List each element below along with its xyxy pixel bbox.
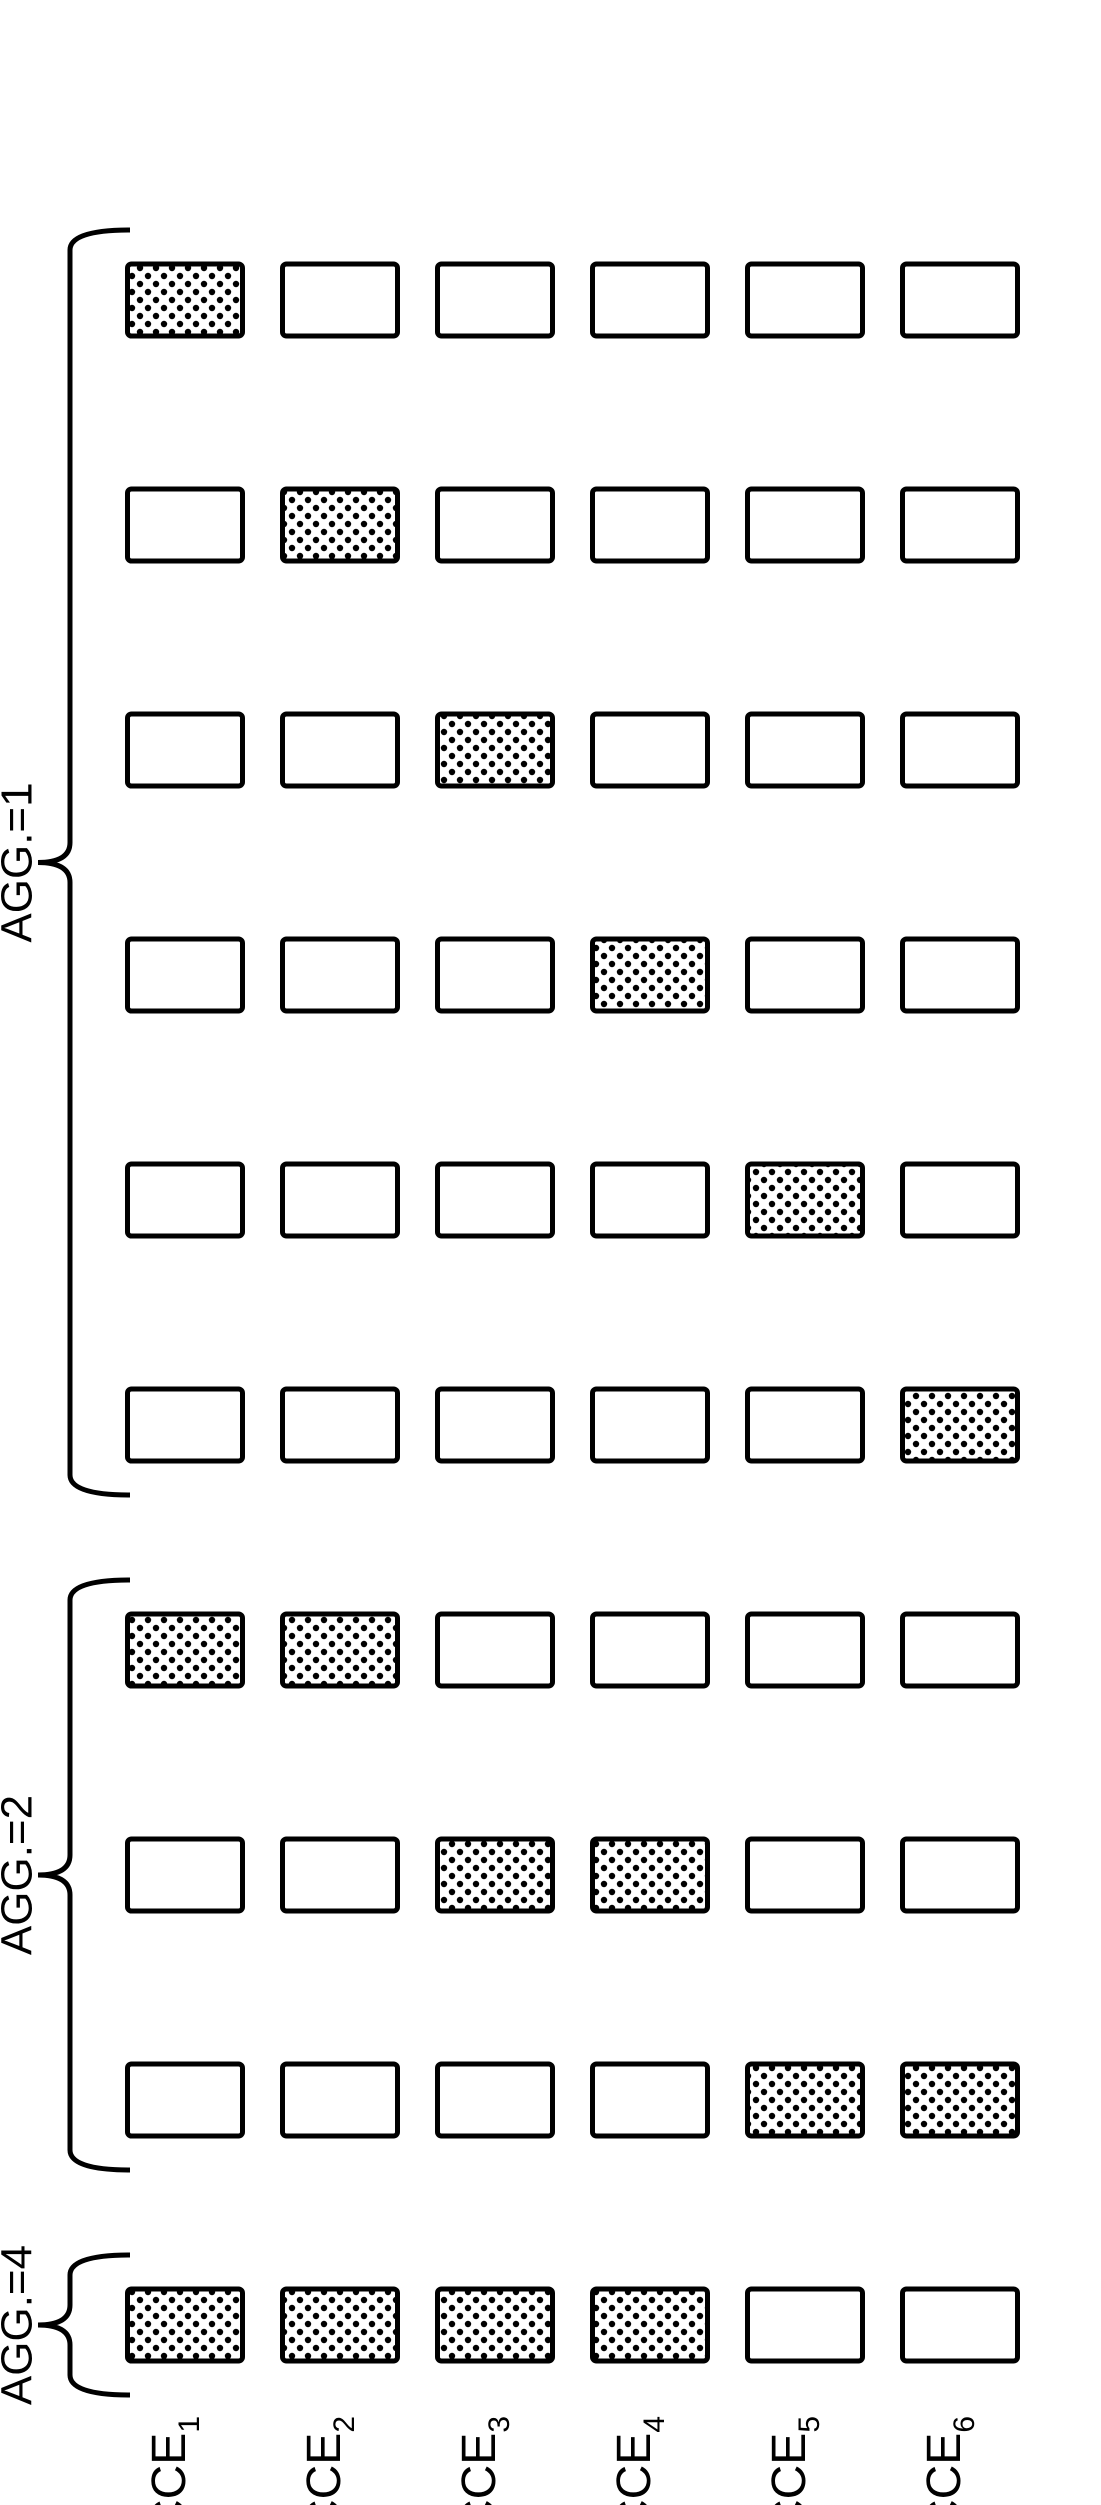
cce-cell-empty	[593, 2064, 708, 2136]
cce-cell-empty	[438, 2064, 553, 2136]
cce-cell-empty	[748, 714, 863, 786]
cce-cell-filled	[438, 1839, 553, 1911]
cce-cell-empty	[903, 939, 1018, 1011]
cce-cell-empty	[748, 264, 863, 336]
cce-cell-filled	[593, 1839, 708, 1911]
cce-cell-empty	[438, 1389, 553, 1461]
cce-cell-filled	[128, 264, 243, 336]
cce-cell-empty	[593, 1164, 708, 1236]
cce-cell-empty	[128, 939, 243, 1011]
cce-cell-empty	[128, 2064, 243, 2136]
cce-cell-empty	[593, 264, 708, 336]
cce-cell-filled	[283, 2289, 398, 2361]
cce-cell-filled	[438, 2289, 553, 2361]
cce-cell-empty	[128, 1839, 243, 1911]
cce-cell-empty	[593, 1389, 708, 1461]
cce-cell-empty	[903, 1614, 1018, 1686]
cce-cell-empty	[593, 1614, 708, 1686]
cce-cell-empty	[903, 264, 1018, 336]
cce-cell-filled	[438, 714, 553, 786]
cce-cell-empty	[438, 264, 553, 336]
cce-cell-empty	[903, 489, 1018, 561]
cce-cell-filled	[748, 1164, 863, 1236]
cce-cell-filled	[593, 2289, 708, 2361]
cce-cell-empty	[748, 489, 863, 561]
cce-cell-empty	[128, 1164, 243, 1236]
cce-cell-filled	[128, 1614, 243, 1686]
cce-cell-empty	[903, 1839, 1018, 1911]
cce-cell-filled	[128, 2289, 243, 2361]
cce-cell-filled	[283, 1614, 398, 1686]
cce-cell-empty	[283, 714, 398, 786]
group-label: AGG.=2	[0, 1795, 42, 1955]
cce-cell-filled	[283, 489, 398, 561]
cce-cell-filled	[903, 1389, 1018, 1461]
cce-cell-empty	[748, 939, 863, 1011]
group-label: AGG.=1	[0, 782, 42, 942]
cce-cell-empty	[438, 939, 553, 1011]
cce-cell-empty	[903, 1164, 1018, 1236]
cce-cell-empty	[128, 714, 243, 786]
cce-cell-empty	[748, 2289, 863, 2361]
cce-cell-empty	[748, 1614, 863, 1686]
cce-cell-empty	[593, 489, 708, 561]
cce-cell-empty	[283, 939, 398, 1011]
cce-cell-filled	[903, 2064, 1018, 2136]
cce-cell-empty	[283, 2064, 398, 2136]
cce-cell-empty	[438, 489, 553, 561]
cce-cell-filled	[593, 939, 708, 1011]
cce-cell-empty	[903, 714, 1018, 786]
cce-cell-empty	[283, 264, 398, 336]
cce-cell-filled	[748, 2064, 863, 2136]
group-label: AGG.=4	[0, 2245, 42, 2405]
cce-cell-empty	[128, 489, 243, 561]
cce-cell-empty	[438, 1614, 553, 1686]
cce-cell-empty	[283, 1839, 398, 1911]
cce-cell-empty	[283, 1164, 398, 1236]
cce-cell-empty	[438, 1164, 553, 1236]
cce-cell-empty	[903, 2289, 1018, 2361]
cce-cell-empty	[283, 1389, 398, 1461]
cce-cell-empty	[748, 1839, 863, 1911]
cce-cell-empty	[128, 1389, 243, 1461]
cce-cell-empty	[593, 714, 708, 786]
cce-cell-empty	[748, 1389, 863, 1461]
